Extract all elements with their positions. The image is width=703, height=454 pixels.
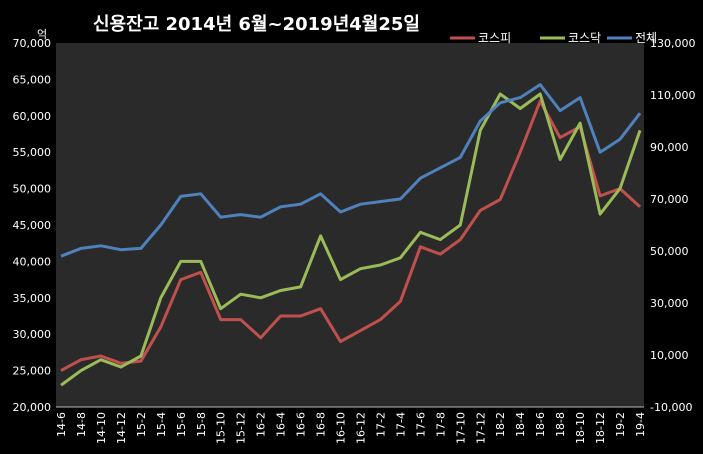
left-axis-tick-label: 25,000 xyxy=(13,365,52,378)
x-axis-tick-label: 15-10 xyxy=(215,412,228,444)
right-axis-tick-label: 90,000 xyxy=(650,141,689,154)
x-axis-tick-label: 14-12 xyxy=(115,412,128,444)
x-axis-tick-label: 15-12 xyxy=(235,412,248,444)
x-axis-tick-label: 19-2 xyxy=(614,412,627,437)
x-axis-tick-label: 15-8 xyxy=(195,412,208,437)
right-axis-tick-label: 130,000 xyxy=(650,37,696,50)
right-axis-tick-label: 30,000 xyxy=(650,297,689,310)
x-axis-tick-label: 16-4 xyxy=(275,412,288,437)
left-axis-tick-label: 20,000 xyxy=(13,401,52,414)
legend-label: 코스닥 xyxy=(568,31,601,45)
left-axis-tick-label: 70,000 xyxy=(13,37,52,50)
right-axis-tick-label: 110,000 xyxy=(650,89,696,102)
x-axis-tick-label: 17-2 xyxy=(374,412,387,437)
x-axis-tick-label: 17-12 xyxy=(474,412,487,444)
x-axis-tick-label: 19-4 xyxy=(634,412,647,437)
x-axis-tick-label: 16-2 xyxy=(255,412,268,437)
x-axis-tick-label: 17-8 xyxy=(434,412,447,437)
x-axis-tick-label: 16-8 xyxy=(315,412,328,437)
x-axis-tick-label: 18-8 xyxy=(554,412,567,437)
x-axis-tick-label: 15-4 xyxy=(155,412,168,437)
left-axis-tick-label: 45,000 xyxy=(13,219,52,232)
chart-title: 신용잔고 2014년 6월~2019년4월25일 xyxy=(93,14,420,35)
left-axis-ticks: 20,000 25,000 30,000 35,000 40,000 45,000 50,0… xyxy=(13,37,52,414)
x-axis-tick-label: 18-10 xyxy=(574,412,587,444)
left-axis-unit: 억 xyxy=(37,28,47,41)
x-axis-ticks: 14-6 14-8 14-10 14-12 15-2 15-4 15-6 15-8 15-10 1… xyxy=(55,412,647,444)
legend: 코스피 코스닥 전체 xyxy=(450,31,657,45)
x-axis-tick-label: 17-10 xyxy=(454,412,467,444)
x-axis-tick-label: 18-2 xyxy=(494,412,507,437)
left-axis-tick-label: 30,000 xyxy=(13,328,52,341)
x-axis-tick-label: 16-10 xyxy=(335,412,348,444)
x-axis-tick-label: 18-12 xyxy=(594,412,607,444)
series-line-2 xyxy=(60,83,642,258)
series-lines xyxy=(60,83,642,387)
x-axis-tick-label: 18-6 xyxy=(534,412,547,437)
right-axis-tick-label: 10,000 xyxy=(650,349,689,362)
series-line-1 xyxy=(60,92,642,387)
right-axis-ticks: -10,000 10,000 30,000 50,000 70,000 90,000 110… xyxy=(650,37,696,414)
right-axis-tick-label: -10,000 xyxy=(650,401,692,414)
left-axis-tick-label: 60,000 xyxy=(13,110,52,123)
x-axis-tick-label: 14-6 xyxy=(55,412,68,437)
x-axis-tick-label: 17-6 xyxy=(414,412,427,437)
x-axis-tick-label: 14-10 xyxy=(95,412,108,444)
left-axis-tick-label: 35,000 xyxy=(13,292,52,305)
left-axis-tick-label: 65,000 xyxy=(13,73,52,86)
plot-area xyxy=(56,43,644,407)
legend-label: 전체 xyxy=(635,31,657,45)
left-axis-tick-label: 50,000 xyxy=(13,183,52,196)
right-axis-tick-label: 70,000 xyxy=(650,193,689,206)
x-axis-tick-label: 16-12 xyxy=(354,412,367,444)
x-axis-tick-label: 17-4 xyxy=(394,412,407,437)
left-axis-tick-label: 55,000 xyxy=(13,146,52,159)
x-axis-tick-label: 18-4 xyxy=(514,412,527,437)
legend-label: 코스피 xyxy=(478,31,511,45)
x-axis-tick-label: 16-6 xyxy=(295,412,308,437)
x-axis-tick-label: 15-6 xyxy=(175,412,188,437)
x-axis-tick-label: 15-2 xyxy=(135,412,148,437)
left-axis-tick-label: 40,000 xyxy=(13,255,52,268)
x-axis-tick-label: 14-8 xyxy=(75,412,88,437)
right-axis-tick-label: 50,000 xyxy=(650,245,689,258)
